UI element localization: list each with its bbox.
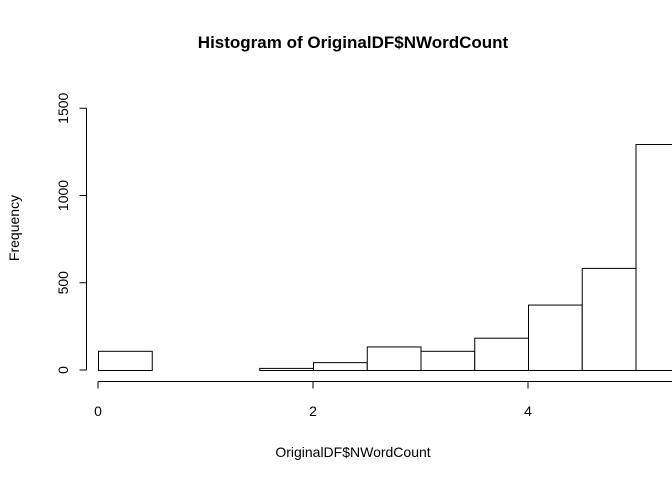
y-axis: 0 500 1000 1500 [55,92,87,374]
y-tick-label: 1500 [55,92,71,123]
histogram-bar [420,350,476,371]
histogram-bar [259,367,314,372]
x-axis-label: OriginalDF$NWordCount [275,444,430,460]
histogram-bar [98,350,153,371]
x-axis: 02468 [94,381,672,419]
x-tick-label: 2 [309,403,317,419]
x-tick-label: 4 [524,403,532,419]
histogram-bar [528,304,583,371]
y-tick-label: 500 [55,271,71,295]
y-tick-label: 1000 [55,180,71,211]
chart-title: Histogram of OriginalDF$NWordCount [198,33,509,52]
histogram-bar [313,362,368,371]
histogram-bar [581,267,637,372]
y-tick-label: 0 [55,366,71,374]
x-tick-label: 0 [94,403,102,419]
histogram-bar [474,337,529,371]
histogram-bar [635,144,672,371]
histogram-bar [366,346,422,372]
y-axis-label: Frequency [6,195,22,261]
bars-group [98,144,672,372]
